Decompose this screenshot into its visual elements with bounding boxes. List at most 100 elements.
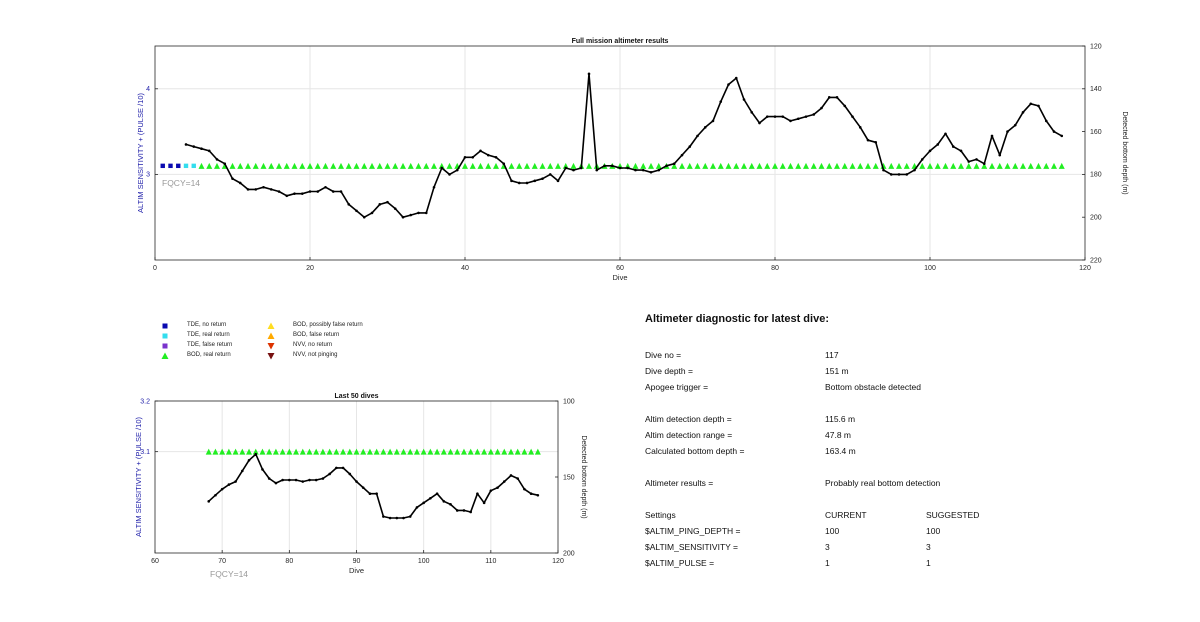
bod-real-return-marker bbox=[353, 162, 360, 169]
depth-point bbox=[382, 515, 385, 518]
depth-point bbox=[882, 168, 885, 172]
depth-point bbox=[773, 115, 777, 118]
depth-point bbox=[587, 72, 591, 76]
depth-point bbox=[548, 173, 552, 176]
bod-real-return-marker bbox=[467, 448, 474, 455]
y-right-axis-label: Detected bottom depth (m) bbox=[1121, 111, 1128, 194]
bod-real-return-marker bbox=[252, 162, 259, 169]
y-right-tick-label: 100 bbox=[563, 398, 575, 405]
bod-real-return-marker bbox=[392, 162, 399, 169]
bod-real-return-marker bbox=[338, 162, 344, 169]
bod-real-return-marker bbox=[896, 162, 902, 169]
bod-real-return-marker bbox=[462, 162, 468, 169]
depth-point bbox=[672, 162, 676, 165]
bod-real-return-marker bbox=[857, 162, 864, 169]
depth-point bbox=[231, 177, 234, 180]
depth-point bbox=[626, 166, 630, 170]
depth-point bbox=[657, 168, 661, 172]
detection-range-value: 47.8 m bbox=[825, 430, 851, 440]
depth-point bbox=[422, 501, 425, 505]
last-50-dives-chart: 60 70 80 90 100 110 120 3.1 3.2 100 150 200 Last 50 … bbox=[134, 393, 587, 579]
depth-point bbox=[288, 478, 291, 482]
bod-real-return-marker bbox=[384, 162, 391, 169]
y-right-tick-label: 220 bbox=[1090, 257, 1102, 264]
depth-point bbox=[1006, 130, 1009, 133]
depth-point bbox=[843, 104, 847, 108]
bod-real-return-marker bbox=[927, 162, 933, 169]
depth-point bbox=[415, 506, 419, 509]
bod-real-return-marker bbox=[276, 162, 282, 169]
sensitivity-suggested: 3 bbox=[926, 542, 931, 552]
bod-real-return-marker bbox=[322, 162, 329, 169]
depth-point bbox=[905, 173, 909, 176]
depth-point bbox=[990, 134, 994, 138]
bod-real-return-marker bbox=[849, 162, 856, 169]
bod-real-return-marker bbox=[903, 162, 910, 169]
depth-point bbox=[274, 481, 278, 485]
bod-real-return-marker bbox=[279, 448, 286, 455]
legend-label: BOD, real return bbox=[187, 352, 231, 358]
y-right-tick-label: 200 bbox=[563, 550, 575, 557]
depth-point bbox=[455, 168, 459, 172]
bod-real-return-marker bbox=[245, 162, 251, 169]
depth-point bbox=[523, 487, 526, 491]
depth-point bbox=[889, 173, 893, 176]
bod-real-return-marker bbox=[487, 448, 494, 455]
bod-real-return-marker bbox=[299, 448, 306, 455]
depth-point bbox=[959, 149, 963, 153]
depth-point bbox=[541, 177, 544, 180]
y-right-tick-label: 180 bbox=[1090, 172, 1102, 179]
depth-point bbox=[1060, 134, 1064, 138]
legend-marker bbox=[267, 332, 275, 339]
bod-real-return-marker bbox=[570, 162, 577, 169]
bod-real-return-marker bbox=[725, 162, 732, 169]
bottom-depth-row: Calculated bottom depth = 163.4 m bbox=[645, 446, 1165, 462]
y-right-axis-label: Detected bottom depth (m) bbox=[580, 435, 587, 518]
depth-point bbox=[486, 153, 490, 157]
tde-no-return-marker bbox=[168, 163, 173, 169]
depth-point bbox=[665, 164, 668, 168]
depth-point bbox=[489, 489, 493, 492]
bod-real-return-marker bbox=[810, 162, 817, 169]
depth-point bbox=[703, 126, 707, 129]
legend-label: TDE, no return bbox=[187, 322, 227, 328]
full-mission-chart: 0 20 40 60 80 100 120 3 4 120 140 160 180 200 220 Full … bbox=[136, 38, 1128, 282]
bod-real-return-marker bbox=[934, 162, 941, 169]
bottom-depth-label: Calculated bottom depth = bbox=[645, 446, 745, 456]
bod-real-return-marker bbox=[446, 162, 453, 169]
y-right-tick-label: 160 bbox=[1090, 129, 1102, 136]
results-row: Altimeter results = Probably real bottom… bbox=[645, 478, 1165, 494]
apogee-label: Apogee trigger = bbox=[645, 382, 709, 392]
bod-real-return-marker bbox=[229, 162, 236, 169]
x-tick-label: 0 bbox=[153, 265, 157, 272]
bod-real-return-marker bbox=[702, 162, 709, 169]
bod-real-return-marker bbox=[237, 162, 244, 169]
detection-depth-label: Altim detection depth = bbox=[645, 414, 732, 424]
depth-point bbox=[335, 466, 338, 470]
bottom-depth-value: 163.4 m bbox=[825, 446, 856, 456]
bod-real-return-marker bbox=[387, 448, 394, 455]
bod-real-return-marker bbox=[205, 448, 212, 455]
depth-point bbox=[261, 468, 264, 471]
depth-point bbox=[455, 509, 459, 512]
legend-marker bbox=[162, 323, 168, 329]
depth-point bbox=[192, 145, 196, 148]
x-tick-label: 80 bbox=[285, 558, 293, 565]
bod-real-return-marker bbox=[369, 162, 375, 169]
current-label: CURRENT bbox=[825, 510, 867, 520]
bod-real-return-marker bbox=[888, 162, 895, 169]
depth-point bbox=[858, 126, 862, 129]
bod-real-return-marker bbox=[803, 162, 809, 169]
x-axis-label: Dive bbox=[612, 273, 627, 282]
depth-point bbox=[982, 162, 986, 165]
depth-point bbox=[370, 211, 374, 215]
dive-depth-row: Dive depth = 151 m bbox=[645, 366, 1165, 382]
bod-real-return-marker bbox=[477, 162, 484, 169]
depth-point bbox=[641, 168, 645, 172]
bod-real-return-marker bbox=[741, 162, 747, 169]
depth-point bbox=[200, 147, 203, 151]
bod-real-return-marker bbox=[989, 162, 995, 169]
depth-point bbox=[388, 516, 392, 520]
x-tick-label: 100 bbox=[924, 265, 936, 272]
y-right-tick-label: 120 bbox=[1090, 43, 1102, 50]
